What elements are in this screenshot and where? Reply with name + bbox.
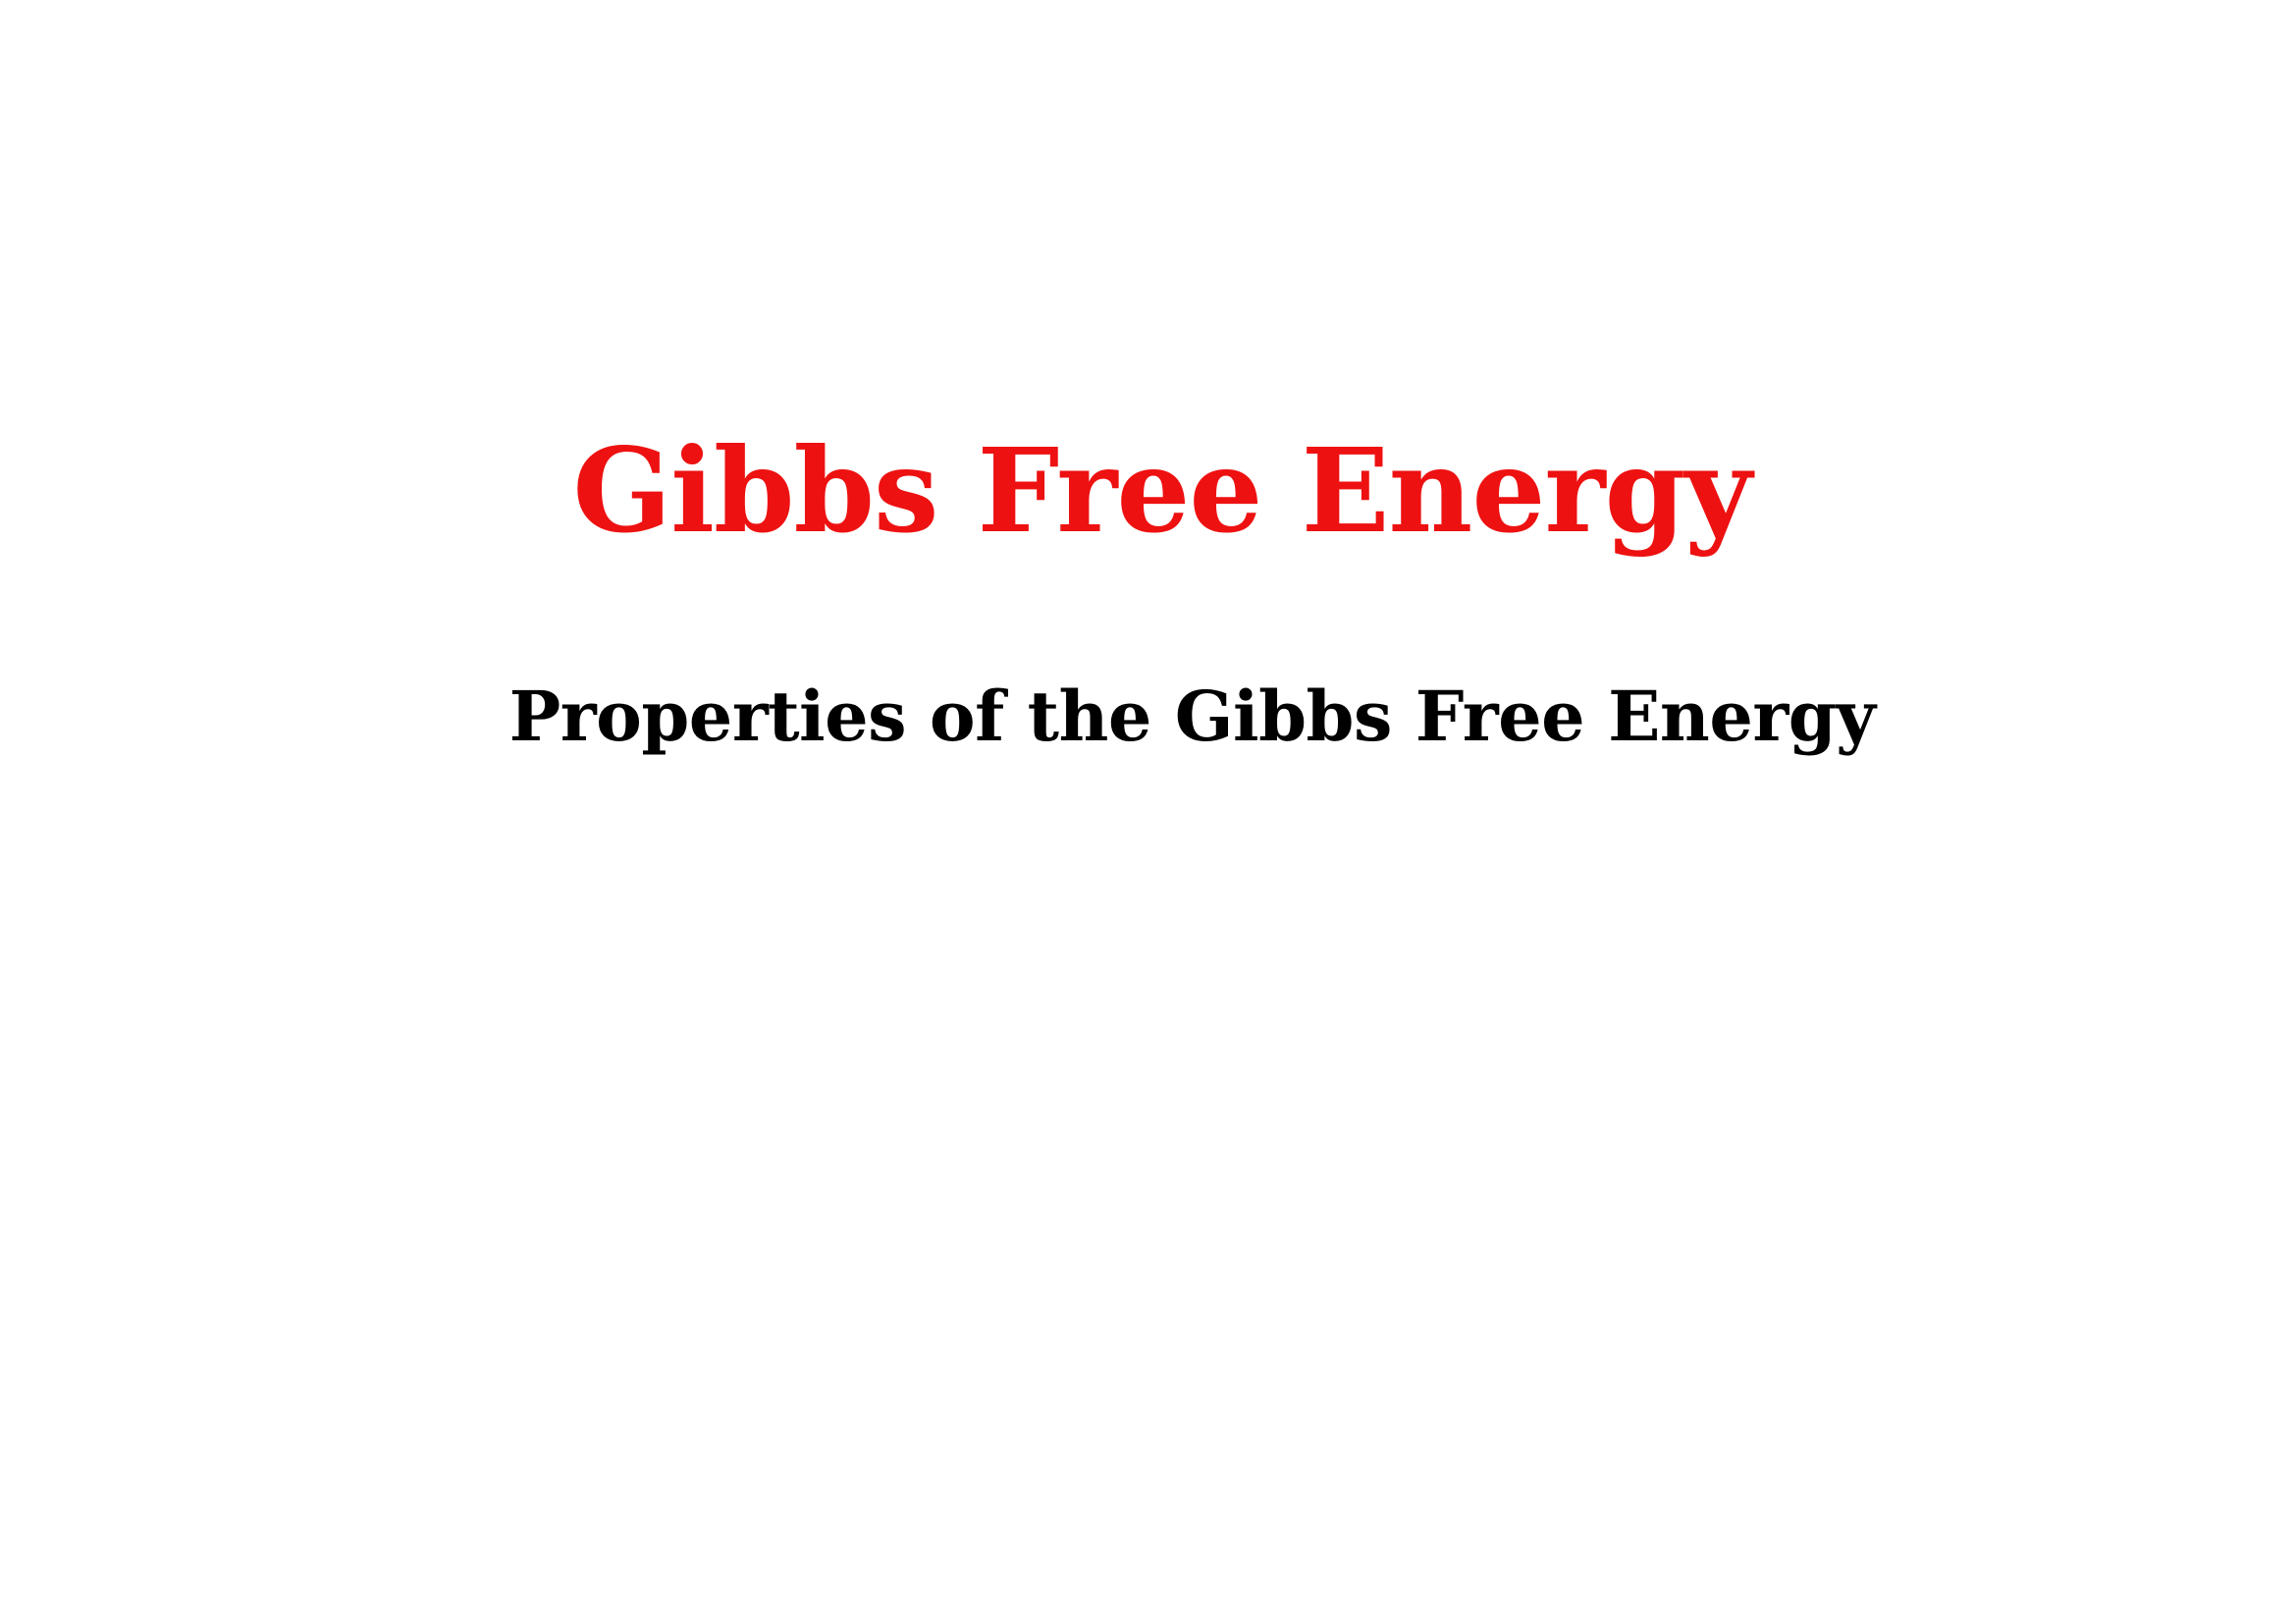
page-subtitle: Properties of the Gibbs Free Energy [508, 676, 1876, 757]
page-title: Gibbs Free Energy [572, 422, 1751, 559]
